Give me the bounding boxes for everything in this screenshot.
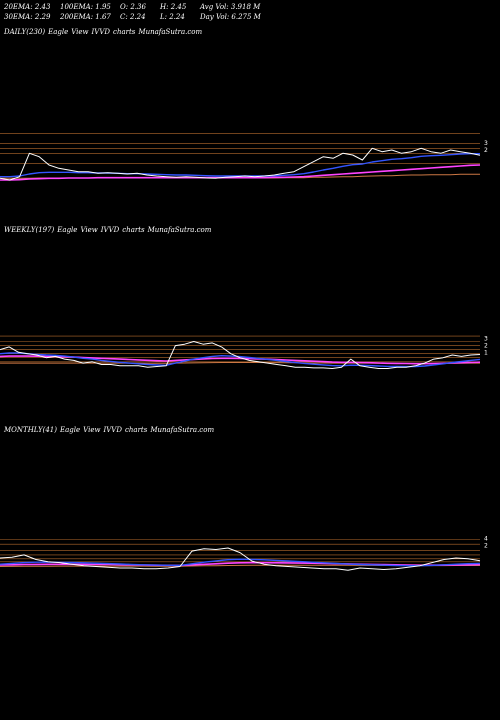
stats-ema-long: 100EMA: 1.95 200EMA: 1.67 [60, 2, 111, 22]
daily-series-ema-short [0, 153, 480, 178]
stats-high-low: H: 2.45 L: 2.24 [160, 2, 186, 22]
weekly-period: WEEKLY(197) [4, 226, 55, 234]
daily-chart: 32 [0, 132, 488, 181]
ema200-value: 200EMA: 1.67 [60, 13, 111, 21]
weekly-panel-label: WEEKLY(197) Eagle View IVVD charts MunafaSutr… [4, 226, 214, 234]
weekly-y-tick-label: 1 [484, 350, 488, 357]
ema20-value: 20EMA: 2.43 [4, 3, 51, 11]
monthly-label-part: charts [124, 426, 148, 434]
day-vol-value: Day Vol: 6.275 M [200, 13, 261, 21]
monthly-label-part: Eagle [60, 426, 81, 434]
daily-panel-label: DAILY(230) Eagle View IVVD charts MunafaSutra… [4, 28, 205, 36]
daily-label-part: IVVD [91, 28, 111, 36]
avg-vol-value: Avg Vol: 3.918 M [200, 3, 261, 11]
open-value: O: 2.36 [120, 3, 146, 11]
weekly-y-tick-label: 2 [484, 343, 488, 350]
daily-label-part: View [71, 28, 89, 36]
weekly-chart: 321 [0, 336, 488, 369]
monthly-period: MONTHLY(41) [4, 426, 57, 434]
weekly-label-part: IVVD [100, 226, 120, 234]
stats-open-close: O: 2.36 C: 2.24 [120, 2, 146, 22]
monthly-series-ema-short [0, 558, 481, 567]
monthly-chart: 42 [0, 536, 488, 571]
monthly-label-part: View [83, 426, 101, 434]
weekly-label-part: View [80, 226, 98, 234]
monthly-y-tick-label: 4 [484, 536, 488, 543]
weekly-label-part: charts [122, 226, 145, 234]
daily-label-part: charts [113, 28, 136, 36]
close-value: C: 2.24 [120, 13, 146, 21]
stats-ema-short: 20EMA: 2.43 30EMA: 2.29 [4, 2, 50, 22]
daily-label-part: MunafaSutra.com [138, 28, 203, 36]
monthly-series-price [0, 547, 481, 571]
daily-period: DAILY(230) [4, 28, 46, 36]
weekly-label-part: MunafaSutra.com [147, 226, 212, 234]
high-value: H: 2.45 [160, 3, 187, 11]
stats-volume: Avg Vol: 3.918 M Day Vol: 6.275 M [200, 2, 261, 22]
monthly-label-part: MunafaSutra.com [150, 426, 215, 434]
weekly-label-part: Eagle [57, 226, 78, 234]
ema100-value: 100EMA: 1.95 [60, 3, 111, 11]
daily-y-tick-label: 2 [484, 147, 488, 154]
low-value: L: 2.24 [160, 13, 185, 21]
weekly-y-tick-label: 3 [484, 336, 488, 343]
daily-label-part: Eagle [48, 28, 69, 36]
weekly-series-ema-short [0, 352, 481, 368]
monthly-label-part: IVVD [103, 426, 122, 434]
daily-series-ema-mid [0, 164, 481, 181]
daily-series-price [0, 147, 481, 181]
monthly-y-tick-label: 2 [484, 543, 488, 550]
daily-y-tick-label: 3 [484, 140, 488, 147]
monthly-panel-label: MONTHLY(41) Eagle View IVVD charts MunafaSutr… [4, 426, 217, 434]
ema30-value: 30EMA: 2.29 [4, 13, 51, 21]
weekly-series-price [0, 341, 481, 369]
